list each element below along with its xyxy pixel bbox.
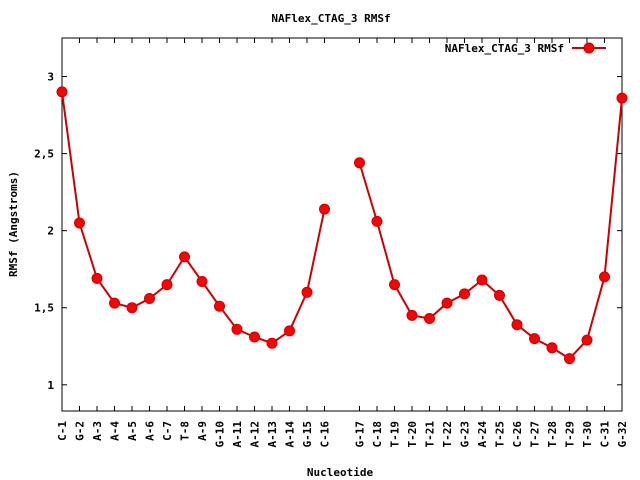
x-tick-label: T-21 [424, 421, 437, 448]
data-point [476, 274, 488, 286]
x-tick-label: T-8 [179, 421, 192, 441]
x-tick-label: A-6 [144, 421, 157, 441]
x-tick-label: G-15 [301, 421, 314, 448]
series-line [61, 91, 326, 345]
x-tick-label: C-18 [371, 421, 384, 448]
data-point [406, 309, 418, 321]
x-tick-label: G-2 [74, 421, 87, 441]
x-tick-label: T-29 [564, 421, 577, 448]
data-point [546, 342, 558, 354]
data-point [284, 325, 295, 337]
plot-frame [61, 37, 623, 412]
data-point [319, 203, 330, 215]
x-tick-label: G-17 [354, 421, 367, 448]
y-tick-label: 1 [47, 379, 54, 392]
x-tick-label: A-12 [249, 421, 262, 448]
x-axis: C-1 G-2 A-3 A-4 A-5 A-6 C-7 T-8 A-9 G-10 A-11 A-12 A… [56, 38, 629, 448]
x-tick-label: T-30 [581, 421, 594, 448]
chart-title: NAFlex_CTAG_3 RMSf [271, 12, 390, 25]
data-point [91, 272, 103, 284]
legend-label: NAFlex_CTAG_3 RMSf [445, 42, 564, 55]
x-tick-label: T-22 [441, 421, 454, 448]
data-point [494, 289, 505, 301]
x-tick-label: C-26 [511, 421, 524, 448]
data-point [616, 92, 628, 104]
data-point [459, 288, 470, 300]
x-tick-label: T-20 [406, 421, 419, 448]
series-layer [56, 86, 628, 365]
x-tick-label: C-1 [56, 421, 69, 441]
x-tick-label: G-10 [214, 421, 227, 448]
data-point [354, 157, 365, 169]
x-tick-label: G-23 [459, 421, 472, 448]
y-tick-label: 1,5 [34, 302, 54, 315]
data-point [161, 279, 173, 291]
data-point [564, 353, 575, 365]
data-point [214, 300, 225, 312]
data-point [511, 319, 523, 331]
legend: NAFlex_CTAG_3 RMSf [445, 42, 606, 55]
x-axis-label: Nucleotide [307, 466, 374, 479]
data-point [424, 313, 435, 324]
x-tick-label: A-9 [196, 421, 209, 441]
data-point [529, 333, 540, 345]
y-tick-label: 2 [47, 225, 54, 238]
data-point [371, 215, 383, 227]
data-point [266, 337, 278, 349]
data-point [109, 297, 120, 309]
data-point [249, 331, 260, 343]
data-point [231, 323, 243, 335]
data-point [126, 302, 138, 314]
x-tick-label: A-4 [109, 421, 122, 441]
data-point [56, 86, 68, 98]
data-point [441, 297, 453, 309]
x-tick-label: A-11 [231, 421, 244, 448]
y-axis: 1 1,5 2 2,5 3 [34, 71, 622, 392]
data-point [179, 251, 190, 263]
x-tick-label: A-5 [126, 421, 139, 441]
data-point [144, 293, 155, 304]
x-tick-label: C-16 [319, 421, 332, 448]
x-tick-label: A-13 [266, 421, 279, 448]
x-tick-label: G-32 [616, 421, 629, 448]
x-tick-label: T-25 [494, 421, 507, 448]
x-tick-label: T-27 [529, 421, 542, 448]
x-tick-label: T-28 [546, 421, 559, 448]
data-point [301, 286, 313, 298]
x-tick-label: C-7 [161, 421, 174, 441]
y-axis-label: RMSf (Angstroms) [7, 171, 20, 277]
legend-marker [583, 42, 595, 54]
data-point [389, 279, 400, 291]
y-tick-label: 2,5 [34, 148, 54, 161]
data-point [196, 276, 208, 287]
series-line [358, 98, 623, 360]
x-tick-label: A-24 [476, 421, 489, 448]
data-point [74, 217, 85, 229]
x-tick-label: A-14 [284, 421, 297, 448]
data-point [581, 334, 593, 346]
x-tick-label: T-19 [389, 421, 402, 448]
x-tick-label: A-3 [91, 421, 104, 441]
x-tick-label: C-31 [599, 421, 612, 448]
data-point [599, 271, 610, 283]
y-tick-label: 3 [47, 71, 54, 84]
